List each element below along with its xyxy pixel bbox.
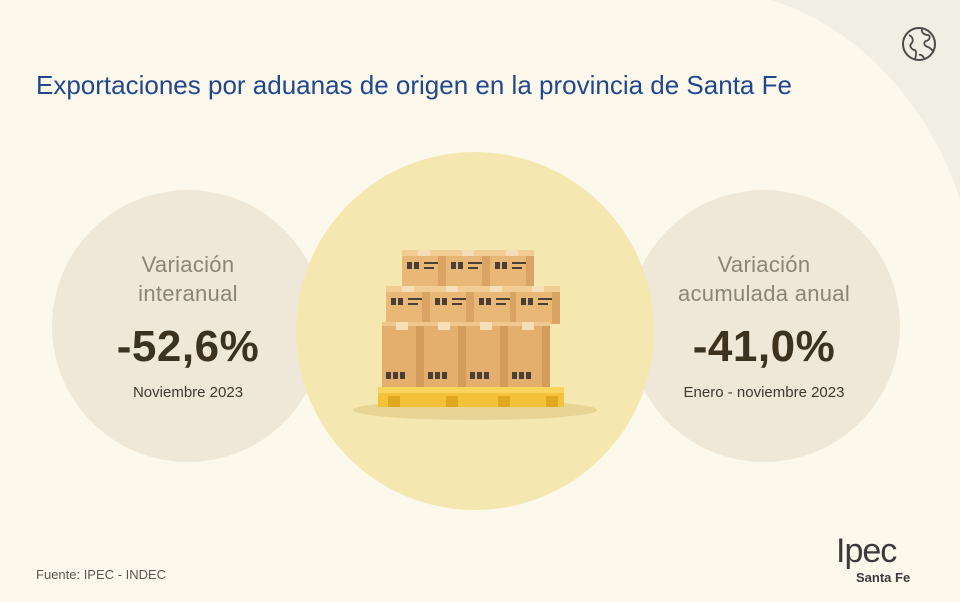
stat-label-line2: interanual: [138, 281, 238, 306]
stat-circle-left: [52, 190, 324, 462]
stat-period: Noviembre 2023: [132, 384, 244, 401]
globe-icon: [902, 27, 936, 61]
stat-value: -41,0%: [692, 322, 836, 371]
stat-label: Variación interanual: [72, 250, 304, 308]
stat-circle-right: [628, 190, 900, 462]
stat-label-line1: Variación: [141, 252, 235, 277]
ipec-logo: Ipec Santa Fe: [836, 534, 936, 588]
stat-acumulada: Variación acumulada anual -41,0% Enero -…: [646, 250, 882, 401]
stat-label-line2: acumulada anual: [677, 281, 851, 306]
logo-main-text: Ipec: [836, 532, 897, 570]
stat-interanual: Variación interanual -52,6% Noviembre 20…: [72, 250, 304, 401]
source-note: Fuente: IPEC - INDEC: [36, 567, 167, 582]
stat-value: -52,6%: [116, 322, 260, 371]
page-title: Exportaciones por aduanas de origen en l…: [36, 70, 792, 100]
stat-label: Variación acumulada anual: [646, 250, 882, 308]
stat-period: Enero - noviembre 2023: [683, 384, 845, 401]
stat-label-line1: Variación: [717, 252, 811, 277]
boxes-on-pallet-illustration: [353, 250, 597, 420]
logo-sub-text: Santa Fe: [856, 570, 911, 585]
